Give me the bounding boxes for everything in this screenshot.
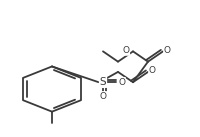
Text: O: O: [164, 46, 171, 55]
Text: O: O: [100, 92, 106, 101]
Text: S: S: [100, 77, 106, 87]
Text: O: O: [122, 46, 129, 55]
Text: O: O: [149, 66, 156, 75]
Text: O: O: [118, 78, 125, 87]
